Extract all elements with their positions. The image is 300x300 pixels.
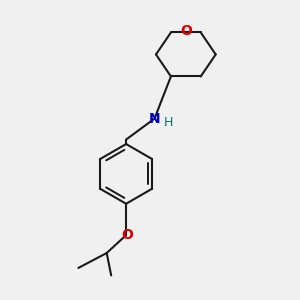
Text: O: O — [180, 24, 192, 38]
Text: O: O — [122, 228, 133, 242]
Text: H: H — [164, 116, 173, 129]
Text: N: N — [149, 112, 160, 126]
